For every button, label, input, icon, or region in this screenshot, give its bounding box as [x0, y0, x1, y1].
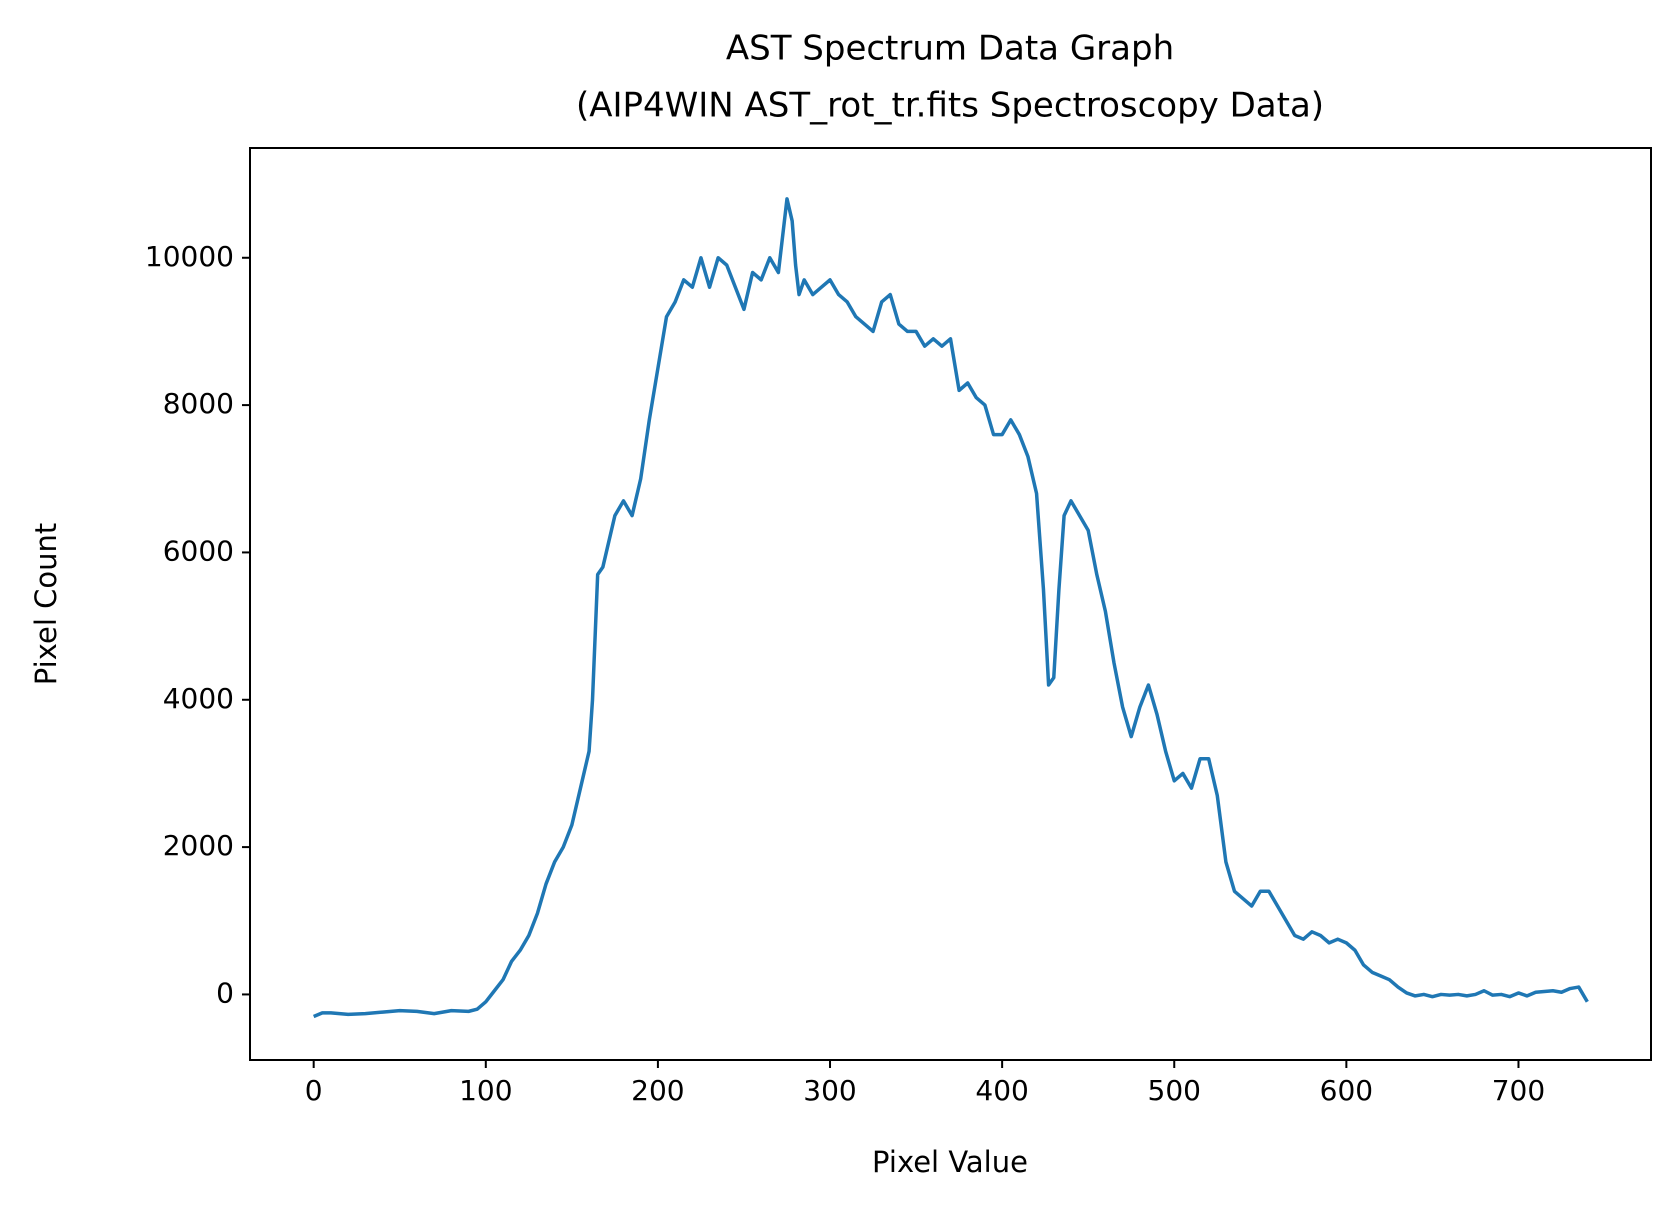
- y-tick-label: 2000: [163, 829, 234, 862]
- chart-title: AST Spectrum Data Graph: [726, 29, 1174, 69]
- y-tick-label: 0: [216, 976, 234, 1009]
- x-tick-label: 400: [975, 1074, 1028, 1107]
- x-tick-label: 300: [803, 1074, 856, 1107]
- x-tick-label: 700: [1492, 1074, 1545, 1107]
- plot-frame: [249, 147, 1652, 1061]
- x-tick-label: 0: [305, 1074, 323, 1107]
- y-tick-label: 6000: [163, 534, 234, 567]
- y-tick-label: 4000: [163, 682, 234, 715]
- x-axis-label: Pixel Value: [872, 1145, 1028, 1179]
- y-tick-label: 8000: [163, 387, 234, 420]
- x-tick-label: 200: [631, 1074, 684, 1107]
- x-tick-label: 100: [459, 1074, 512, 1107]
- chart-subtitle: (AIP4WIN AST_rot_tr.fits Spectroscopy Da…: [576, 86, 1324, 126]
- x-tick-label: 500: [1148, 1074, 1201, 1107]
- y-tick-label: 10000: [145, 240, 234, 273]
- y-axis-label: Pixel Count: [29, 523, 63, 685]
- x-tick-label: 600: [1320, 1074, 1373, 1107]
- data-line: [312, 197, 1589, 1019]
